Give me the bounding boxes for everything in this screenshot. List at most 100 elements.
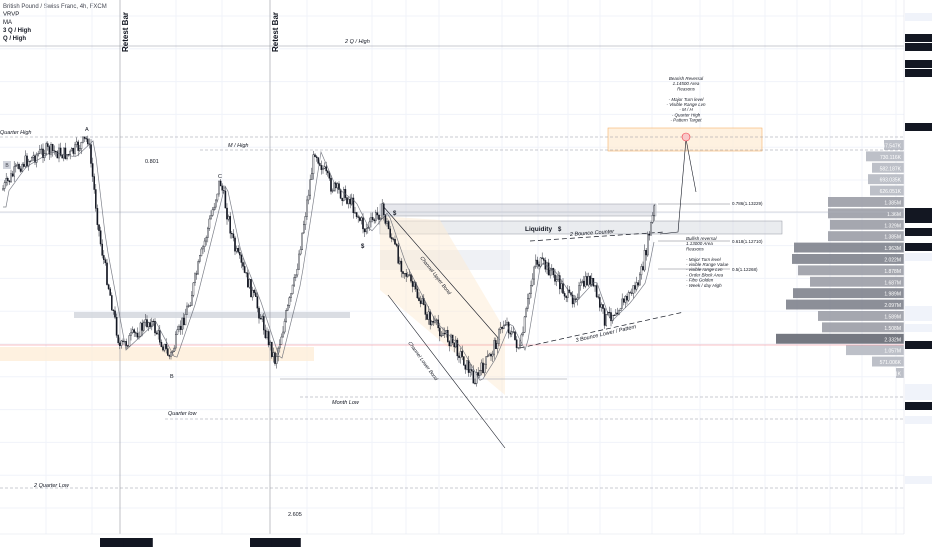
volume-bar — [828, 208, 904, 219]
candle-body — [463, 356, 465, 366]
candle-body — [48, 146, 51, 155]
candle-body — [455, 339, 457, 348]
candle-body — [91, 163, 94, 177]
bearish-reason-line: 1.14500 Area — [673, 81, 700, 86]
candle-body — [387, 221, 390, 230]
candle-body — [379, 218, 382, 220]
candle-body — [479, 370, 481, 376]
candle-body — [291, 284, 294, 294]
candle-body — [371, 217, 374, 220]
label-quarter-low: Quarter low — [168, 411, 197, 417]
candle-body — [272, 352, 275, 357]
candle-body — [349, 198, 352, 205]
chart-legend: British Pound / Swiss Franc, 4h, FXCM VR… — [3, 3, 107, 43]
bearish-reason-line: - M / H — [679, 107, 693, 112]
volume-label: 1.385M — [884, 201, 901, 207]
candle-body — [407, 274, 409, 277]
volume-bar — [792, 254, 904, 264]
candle-body — [245, 272, 248, 274]
volume-label: 1.508M — [884, 326, 901, 332]
symbol-title: British Pound / Swiss Franc, 4h, FXCM — [3, 4, 107, 10]
candle-body — [23, 164, 25, 167]
candles-layer — [2, 135, 655, 387]
volume-bar — [868, 174, 904, 185]
candle-body — [389, 228, 392, 238]
candle-body — [535, 259, 537, 268]
time-label-box — [271, 538, 301, 547]
candle-body — [176, 329, 179, 335]
volume-label: 626.051K — [880, 189, 902, 195]
candle-body — [643, 250, 646, 271]
candle-body — [5, 178, 7, 184]
candle-body — [235, 248, 238, 252]
candle-body — [637, 282, 639, 286]
candle-body — [549, 269, 551, 276]
candle-body — [351, 197, 353, 205]
price-label-box — [905, 392, 932, 400]
candle-body — [599, 297, 601, 308]
candle-body — [314, 154, 316, 157]
candle-body — [102, 255, 105, 260]
price-label-box — [905, 384, 932, 392]
label-fib-786: 0.786(1.13229) — [732, 201, 763, 206]
candle-body — [514, 331, 516, 340]
candle-body — [50, 144, 52, 155]
candle-body — [170, 352, 172, 357]
candle-body — [130, 332, 132, 336]
axis-bg — [904, 0, 932, 550]
volume-bar — [776, 333, 904, 344]
candle-body — [399, 260, 401, 264]
candle-body — [134, 332, 137, 334]
candle-body — [367, 227, 369, 229]
time-axis — [0, 533, 904, 550]
candle-body — [581, 280, 583, 284]
candle-body — [39, 149, 41, 154]
candle-body — [157, 330, 160, 335]
candle-body — [648, 233, 651, 236]
candle-body — [597, 296, 599, 298]
candle-body — [85, 138, 87, 140]
candle-body — [250, 279, 252, 298]
candle-body — [498, 329, 500, 344]
bearish-reason-line: - Quarter High — [672, 112, 701, 117]
candle-body — [213, 206, 216, 210]
candle-body — [59, 147, 62, 156]
candle-body — [267, 331, 270, 346]
candle-body — [80, 142, 83, 149]
candle-body — [634, 285, 636, 290]
candle-body — [18, 164, 20, 169]
candle-body — [51, 144, 54, 151]
candle-body — [474, 382, 476, 384]
candle-body — [55, 151, 57, 153]
demand-zone — [0, 347, 314, 361]
candle-body — [125, 341, 127, 346]
candle-body — [373, 219, 376, 222]
candle-body — [511, 331, 513, 335]
label-month-low: Month Low — [332, 400, 360, 406]
indicator-ma[interactable]: MA — [3, 20, 12, 26]
volume-bar — [872, 162, 904, 173]
candle-body — [355, 212, 358, 217]
candle-body — [645, 250, 647, 256]
candle-body — [45, 143, 47, 154]
candle-body — [24, 155, 27, 167]
annotation-lines — [0, 0, 904, 534]
volume-label: 2.097M — [884, 303, 901, 309]
candle-body — [515, 339, 518, 348]
indicator-vrvp[interactable]: VRVP — [3, 12, 20, 18]
candle-body — [173, 347, 176, 352]
price-label-box — [905, 13, 932, 21]
candle-body — [525, 308, 527, 318]
price-label-box — [905, 243, 932, 251]
time-label-box — [123, 538, 153, 547]
candle-body — [295, 274, 297, 278]
candle-body — [114, 310, 116, 318]
candle-body — [472, 370, 475, 384]
candle-body — [429, 311, 432, 325]
candle-body — [263, 316, 265, 331]
candle-body — [40, 148, 43, 150]
candle-body — [128, 335, 131, 347]
candle-body — [133, 329, 136, 333]
candle-body — [442, 332, 444, 336]
